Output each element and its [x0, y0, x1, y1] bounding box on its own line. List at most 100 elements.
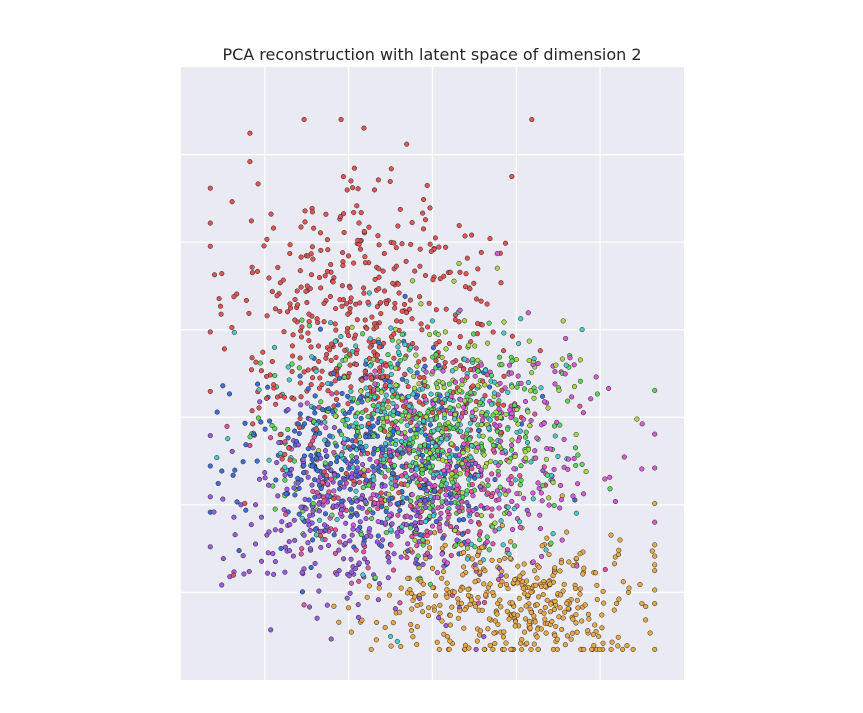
- scatter-point: [454, 482, 460, 488]
- scatter-point: [312, 410, 318, 416]
- scatter-point: [359, 423, 365, 430]
- scatter-point: [345, 253, 352, 259]
- scatter-point: [255, 415, 261, 421]
- scatter-point: [425, 324, 431, 330]
- scatter-point: [342, 357, 349, 363]
- scatter-point: [242, 420, 248, 426]
- scatter-point: [419, 467, 425, 473]
- scatter-point: [386, 554, 392, 560]
- scatter-point: [563, 362, 569, 368]
- scatter-point: [361, 285, 367, 291]
- scatter-point: [264, 313, 270, 319]
- scatter-point: [526, 338, 532, 344]
- scatter-point: [363, 375, 369, 381]
- scatter-point: [269, 358, 275, 365]
- scatter-point: [405, 548, 411, 554]
- scatter-point: [437, 610, 443, 616]
- scatter-point: [625, 589, 631, 595]
- scatter-point: [435, 494, 441, 501]
- scatter-point: [306, 522, 312, 528]
- scatter-point: [343, 480, 349, 486]
- scatter-point: [434, 415, 440, 421]
- scatter-point: [334, 459, 340, 465]
- scatter-point: [347, 362, 353, 368]
- scatter-point: [307, 286, 313, 292]
- scatter-point: [550, 479, 556, 486]
- scatter-point: [552, 565, 558, 571]
- scatter-point: [310, 256, 316, 262]
- scatter-point: [331, 424, 337, 431]
- scatter-point: [353, 301, 359, 307]
- scatter-point: [219, 582, 225, 588]
- scatter-point: [509, 370, 515, 376]
- scatter-point: [478, 628, 484, 634]
- scatter-point: [342, 436, 348, 442]
- scatter-point: [395, 344, 401, 350]
- scatter-point: [466, 507, 472, 513]
- scatter-point: [326, 489, 332, 495]
- scatter-point: [541, 399, 548, 405]
- scatter-point: [484, 372, 490, 378]
- scatter-point: [381, 288, 388, 294]
- scatter-point: [370, 463, 376, 470]
- scatter-point: [558, 560, 564, 566]
- scatter-point: [371, 433, 377, 439]
- scatter-point: [280, 277, 286, 283]
- scatter-point: [555, 453, 561, 459]
- scatter-point: [570, 616, 576, 622]
- scatter-point: [367, 363, 373, 369]
- scatter-point: [375, 402, 381, 409]
- scatter-point: [470, 331, 477, 337]
- scatter-point: [506, 488, 512, 494]
- scatter-point: [343, 540, 349, 546]
- scatter-point: [447, 638, 453, 644]
- scatter-point: [387, 383, 393, 389]
- scatter-point: [467, 366, 474, 373]
- scatter-point: [477, 559, 483, 566]
- scatter-point: [421, 418, 427, 424]
- scatter-point: [496, 505, 502, 511]
- scatter-point: [386, 592, 393, 598]
- scatter-point: [513, 356, 519, 363]
- scatter-point: [417, 476, 423, 483]
- scatter-point: [461, 441, 467, 447]
- scatter-point: [372, 368, 378, 374]
- scatter-point: [417, 246, 423, 252]
- scatter-point: [304, 299, 310, 306]
- scatter-point: [370, 482, 376, 488]
- scatter-point: [554, 419, 560, 425]
- scatter-point: [542, 616, 548, 622]
- scatter-point: [398, 418, 404, 424]
- scatter-point: [512, 454, 518, 460]
- scatter-point: [375, 177, 381, 183]
- scatter-point: [652, 562, 658, 568]
- scatter-point: [358, 415, 364, 421]
- scatter-point: [422, 272, 429, 279]
- scatter-point: [285, 426, 291, 432]
- scatter-point: [444, 580, 450, 586]
- scatter-point: [298, 284, 304, 290]
- scatter-point: [358, 439, 364, 446]
- scatter-point: [391, 331, 397, 337]
- scatter-point: [409, 220, 415, 226]
- scatter-point: [400, 495, 406, 501]
- scatter-point: [417, 294, 423, 300]
- scatter-point: [383, 301, 390, 307]
- scatter-point: [300, 456, 306, 463]
- scatter-point: [558, 497, 565, 503]
- scatter-point: [527, 423, 533, 429]
- scatter-point: [413, 431, 419, 437]
- scatter-point: [531, 641, 537, 647]
- scatter-point: [432, 483, 438, 489]
- scatter-point: [272, 426, 278, 432]
- scatter-point: [399, 376, 405, 382]
- scatter-point: [298, 402, 304, 408]
- scatter-point: [500, 348, 507, 354]
- scatter-point: [429, 410, 436, 416]
- scatter-point: [586, 616, 592, 622]
- scatter-point: [432, 488, 438, 494]
- scatter-point: [336, 568, 342, 574]
- scatter-point: [441, 631, 447, 637]
- scatter-point: [330, 279, 336, 285]
- scatter-point: [380, 405, 386, 411]
